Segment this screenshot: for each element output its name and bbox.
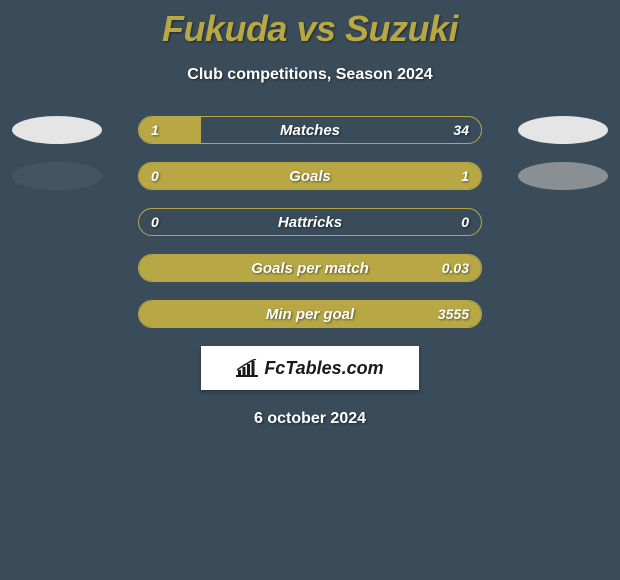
stat-bar: 0 Hattricks 0 xyxy=(138,208,482,236)
player-right-ellipse xyxy=(518,116,608,144)
stat-right-value: 34 xyxy=(453,122,469,138)
subtitle: Club competitions, Season 2024 xyxy=(0,66,620,84)
stat-row-min-per-goal: Min per goal 3555 xyxy=(0,300,620,328)
stat-label: Matches xyxy=(280,122,340,139)
stats-rows: 1 Matches 34 0 Goals 1 0 Hattricks 0 Goa… xyxy=(0,116,620,328)
date-label: 6 october 2024 xyxy=(0,410,620,428)
stat-bar: Min per goal 3555 xyxy=(138,300,482,328)
stat-right-value: 0 xyxy=(461,214,469,230)
stat-row-matches: 1 Matches 34 xyxy=(0,116,620,144)
player-left-ellipse xyxy=(12,116,102,144)
stat-bar: Goals per match 0.03 xyxy=(138,254,482,282)
player-left-ellipse xyxy=(12,162,102,190)
stat-right-value: 0.03 xyxy=(442,260,469,276)
stat-row-goals-per-match: Goals per match 0.03 xyxy=(0,254,620,282)
stat-left-value: 0 xyxy=(151,214,159,230)
stat-row-hattricks: 0 Hattricks 0 xyxy=(0,208,620,236)
stat-bar: 0 Goals 1 xyxy=(138,162,482,190)
page-title: Fukuda vs Suzuki xyxy=(0,0,620,50)
stat-left-value: 0 xyxy=(151,168,159,184)
stat-right-value: 1 xyxy=(461,168,469,184)
logo-text: FcTables.com xyxy=(264,358,383,379)
stat-label: Goals per match xyxy=(251,260,369,277)
bar-fill-left xyxy=(139,117,201,143)
chart-icon xyxy=(236,359,258,377)
stat-label: Goals xyxy=(289,168,331,185)
stat-row-goals: 0 Goals 1 xyxy=(0,162,620,190)
stat-right-value: 3555 xyxy=(438,306,469,322)
stat-left-value: 1 xyxy=(151,122,159,138)
fctables-logo[interactable]: FcTables.com xyxy=(201,346,419,390)
player-right-ellipse xyxy=(518,162,608,190)
stat-bar: 1 Matches 34 xyxy=(138,116,482,144)
stat-label: Hattricks xyxy=(278,214,342,231)
stat-label: Min per goal xyxy=(266,306,354,323)
